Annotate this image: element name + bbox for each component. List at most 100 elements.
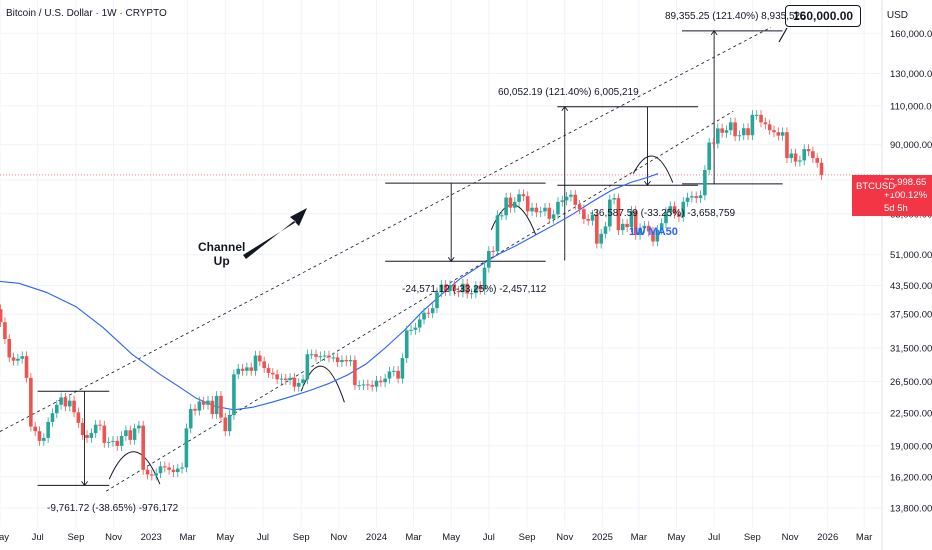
candle-body [595,214,599,244]
candle-body [322,355,327,357]
target-price-box: 160,000.00 [785,5,862,27]
x-tick-label: Jul [483,532,495,543]
candle-body [685,197,690,202]
candle-body [763,122,768,125]
candle-body [314,354,318,357]
drop-2022-label: -9,761.72 (-38.65%) -976,172 [47,503,179,514]
x-tick-label: 2026 [817,532,838,543]
candle-body [716,128,720,144]
gridlines [0,0,882,527]
x-tick-label: Mar [631,532,647,543]
candle-body [629,210,634,228]
candle-body [232,374,236,415]
candle-body [33,426,37,432]
candle-body [210,400,215,415]
x-tick-label: Nov [330,532,347,543]
candle-body [517,194,521,202]
measure-arrow-head [710,30,718,36]
channel-and-measures [0,26,882,492]
measure-arrow-head [447,256,455,263]
candle-body [448,285,452,291]
candle-body [491,250,495,252]
candle-body [625,223,629,228]
candle-body [150,474,154,476]
candle-body [37,431,42,441]
measure-arrow-head [561,105,569,111]
candle-body [335,357,340,363]
candle-body [616,198,621,231]
candle-body [599,233,603,244]
candle-body [361,384,366,386]
candle-body [478,285,482,290]
candle-body [819,162,824,175]
candle-body [482,267,487,290]
x-tick-label: Sep [67,532,84,543]
candle-body [305,354,310,380]
candle-body [245,367,249,371]
ma50-polyline [0,173,659,411]
candle-body [608,199,612,227]
candle-body [85,435,89,438]
x-tick-label: Jul [32,532,44,543]
candle-body [158,466,163,474]
x-tick-label: May [216,532,234,543]
candle-body [728,122,733,131]
ma50-line [0,173,659,411]
candle-body [46,421,50,438]
channel-arrow [243,208,307,259]
candle-body [366,384,370,386]
candle-body [508,197,513,208]
drop-2025-label: -36,587.59 (-33.25%) -3,658,759 [590,208,736,219]
candle-body [802,149,807,161]
x-tick-label: May [0,532,9,543]
candle-body [89,433,94,438]
candle-body [569,194,573,197]
candle-body [128,430,133,440]
candle-body [646,225,651,232]
x-tick-label: Jul [257,532,269,543]
candle-body [24,356,29,378]
candle-body [620,223,625,231]
candle-body [642,225,647,229]
candle-body [512,201,517,208]
drop-2024-label: -24,571.12 (-33.25%) -2,457,112 [402,284,547,295]
candle-body [793,153,798,162]
candle-body [391,370,396,372]
candle-body [271,372,275,375]
candle-body [201,401,206,405]
candle-body [318,356,323,358]
candle-body [582,209,586,220]
candle-body [249,367,254,371]
x-tick-label: Sep [519,532,536,543]
candle-body [417,319,422,328]
candle-body [154,473,158,476]
candle-body [102,425,107,443]
candle-body [711,142,716,144]
candle-body [439,284,444,293]
candle-body [612,198,616,200]
candle-body [469,293,474,295]
candle-body [175,468,180,473]
candle-body [776,132,781,136]
measure-arrow-head [81,481,88,487]
candle-body [400,358,405,379]
candle-body [29,377,33,427]
candle-body [487,250,491,268]
candle-body [655,229,660,242]
candle-body [387,371,392,379]
candle-body [76,412,81,423]
y-tick-label: 51,000.00 [890,250,932,261]
candle-body [357,385,362,387]
y-tick-label: 160,000.00 [890,29,932,40]
candle-body [162,466,167,468]
candle-body [106,441,111,443]
candle-body [223,417,228,432]
candle-body [93,424,98,434]
candle-body [383,378,387,383]
candle-body [413,327,418,330]
candle-body [266,368,271,373]
candle-body [677,213,681,217]
candle-body [690,196,694,198]
candle-body [577,204,582,210]
